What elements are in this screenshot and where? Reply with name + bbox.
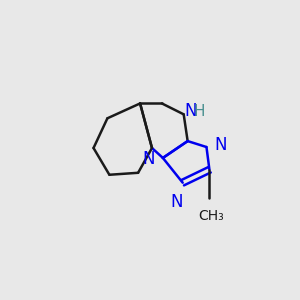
Text: H: H <box>194 104 205 119</box>
Text: N: N <box>214 136 227 154</box>
Text: N: N <box>170 193 183 211</box>
Text: N: N <box>185 102 197 120</box>
Text: CH₃: CH₃ <box>199 209 224 224</box>
Text: N: N <box>142 150 155 168</box>
